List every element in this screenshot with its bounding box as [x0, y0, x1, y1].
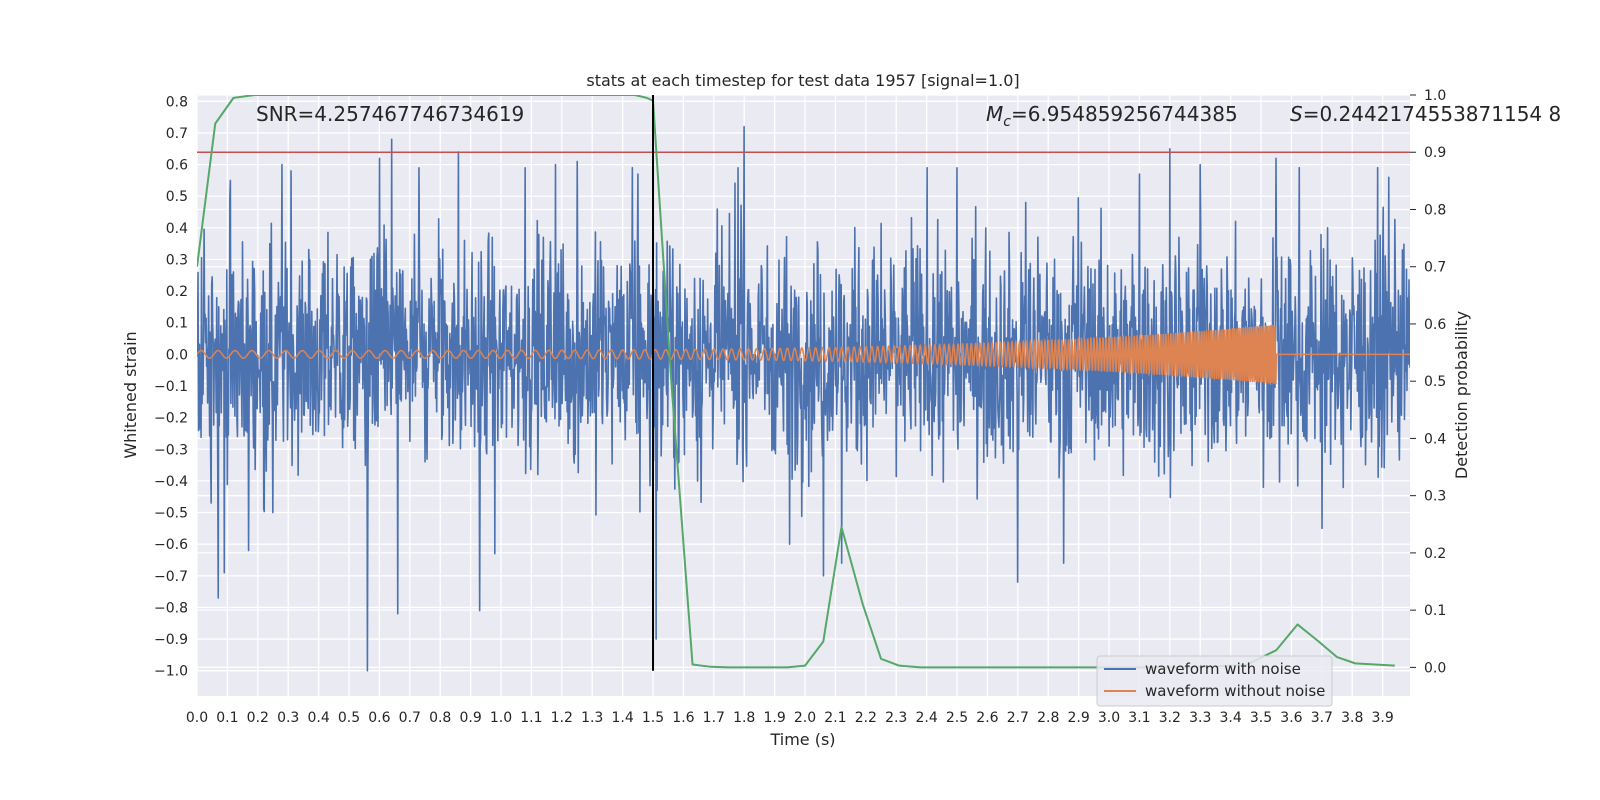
y-axis-label: Whitened strain: [121, 331, 140, 458]
chirp-mass-value: =6.954859256744385: [1011, 102, 1238, 126]
x-tick-label: 0.2: [247, 710, 269, 726]
x-tick-label: 0.1: [216, 710, 238, 726]
x-tick-label: 2.7: [1007, 710, 1029, 726]
y2-tick-label: 0.4: [1424, 431, 1446, 447]
y-tick-label: −0.9: [154, 632, 188, 648]
x-tick-label: 2.8: [1037, 710, 1059, 726]
series-detection-probability: [197, 95, 1395, 669]
y2-tick-label: 0.8: [1424, 202, 1446, 218]
y-tick-label: 0.7: [166, 126, 188, 142]
chirp-mass-subscript: c: [1003, 114, 1011, 130]
x-tick-label: 0.8: [429, 710, 451, 726]
y-tick-label: 0.3: [166, 252, 188, 268]
y2-axis-label: Detection probability: [1452, 311, 1471, 479]
x-tick-label: 3.4: [1220, 710, 1242, 726]
x-tick-label: 1.3: [581, 710, 603, 726]
x-tick-label: 2.3: [885, 710, 907, 726]
x-tick-label: 3.1: [1128, 710, 1150, 726]
x-tick-label: 2.0: [794, 710, 816, 726]
y-tick-label: 0.0: [166, 347, 188, 363]
y-tick-label: 0.5: [166, 189, 188, 205]
y-tick-label: −0.5: [154, 506, 188, 522]
s-value: =0.2442174553871154 8: [1303, 102, 1562, 126]
y2-tick-labels: 1.0 0.9 0.8 0.7 0.6 0.5 0.4 0.3 0.2 0.1 0.0: [1424, 88, 1446, 676]
series-noisy-waveform: [197, 125, 1410, 672]
chart-title: stats at each timestep for test data 195…: [586, 71, 1019, 90]
y-tick-label: 0.6: [166, 158, 188, 174]
y2-tick-label: 0.6: [1424, 317, 1446, 333]
y-tick-label: 0.4: [166, 221, 188, 237]
x-tick-label: 2.2: [855, 710, 877, 726]
x-tick-label: 0.0: [186, 710, 208, 726]
x-tick-label: 0.3: [277, 710, 299, 726]
x-tick-label: 1.2: [551, 710, 573, 726]
x-tick-label: 2.9: [1067, 710, 1089, 726]
chirp-mass-symbol: M: [986, 102, 1003, 126]
y-tick-labels: 0.8 0.7 0.6 0.5 0.4 0.3 0.2 0.1 0.0 −0.1 −0.2 −0.3 −…: [154, 94, 188, 679]
x-tick-label: 1.4: [611, 710, 633, 726]
x-tick-label: 1.0: [490, 710, 512, 726]
horizontal-grid: [197, 100, 1410, 672]
legend-box: [1096, 655, 1333, 707]
x-tick-label: 0.7: [399, 710, 421, 726]
x-tick-label: 1.9: [763, 710, 785, 726]
y2-tick-label: 0.5: [1424, 374, 1446, 390]
y-tick-label: 0.1: [166, 316, 188, 332]
s-annotation: S=0.2442174553871154 8: [1290, 102, 1561, 126]
x-tick-label: 3.2: [1159, 710, 1181, 726]
y-tick-label: −0.2: [154, 411, 188, 427]
y-tick-label: −0.1: [154, 379, 188, 395]
y2-tick-label: 1.0: [1424, 88, 1446, 104]
x-tick-label: 3.0: [1098, 710, 1120, 726]
y2-tick-label: 0.1: [1424, 603, 1446, 619]
x-tick-label: 3.9: [1372, 710, 1394, 726]
x-tick-label: 3.7: [1311, 710, 1333, 726]
snr-annotation: SNR=4.257467746734619: [256, 102, 524, 126]
x-tick-label: 2.1: [824, 710, 846, 726]
x-tick-label: 1.5: [642, 710, 664, 726]
x-tick-labels: 0.0 0.1 0.2 0.3 0.4 0.5 0.6 0.7 0.8 0.9 1.0 1.1 1.2 1…: [186, 710, 1394, 726]
y-tick-label: −0.7: [154, 569, 188, 585]
x-tick-label: 0.4: [307, 710, 329, 726]
x-tick-label: 2.5: [946, 710, 968, 726]
y2-tick-label: 0.2: [1424, 546, 1446, 562]
x-tick-label: 0.5: [338, 710, 360, 726]
y-tick-label: −0.3: [154, 442, 188, 458]
x-axis-label: Time (s): [769, 730, 835, 749]
y-tick-label: −0.4: [154, 474, 188, 490]
y-tick-label: 0.2: [166, 284, 188, 300]
x-tick-label: 3.8: [1341, 710, 1363, 726]
x-tick-label: 1.1: [520, 710, 542, 726]
x-tick-label: 2.4: [915, 710, 937, 726]
y2-tick-label: 0.9: [1424, 145, 1446, 161]
x-tick-label: 0.9: [459, 710, 481, 726]
chirp-mass-annotation: Mc=6.954859256744385: [986, 102, 1238, 130]
y-tick-label: −0.8: [154, 600, 188, 616]
x-tick-label: 3.3: [1189, 710, 1211, 726]
y2-tick-label: 0.0: [1424, 660, 1446, 676]
y2-tick-label: 0.7: [1424, 260, 1446, 276]
s-symbol: S: [1290, 102, 1303, 126]
series-layer: [197, 95, 1410, 672]
x-tick-label: 0.6: [368, 710, 390, 726]
legend: waveform with noise waveform without noi…: [1096, 655, 1333, 707]
x-tick-label: 1.7: [703, 710, 725, 726]
x-tick-label: 1.6: [672, 710, 694, 726]
y-tick-label: −1.0: [154, 664, 188, 680]
x-tick-label: 1.8: [733, 710, 755, 726]
legend-label-clean: waveform without noise: [1145, 682, 1325, 700]
series-clean-waveform: [197, 324, 1410, 385]
y2-tick-label: 0.3: [1424, 489, 1446, 505]
x-tick-label: 2.6: [976, 710, 998, 726]
y-tick-label: −0.6: [154, 537, 188, 553]
legend-label-noise: waveform with noise: [1145, 660, 1301, 678]
x-tick-label: 3.5: [1250, 710, 1272, 726]
x-tick-label: 3.6: [1280, 710, 1302, 726]
y-tick-label: 0.8: [166, 94, 188, 110]
